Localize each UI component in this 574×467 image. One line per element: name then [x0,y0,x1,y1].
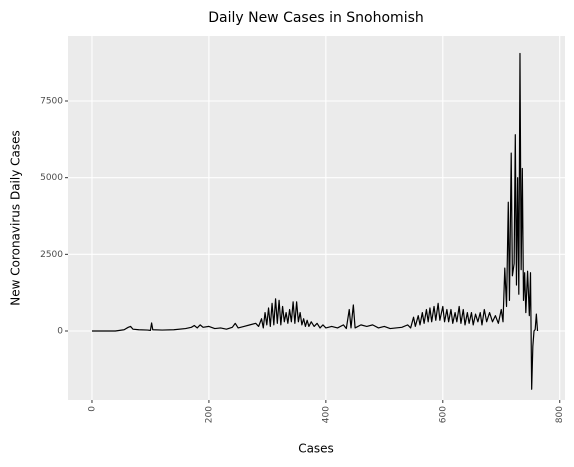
y-tick-label: 5000 [40,173,63,183]
x-tick-label: 0 [87,406,97,412]
data-line [91,52,539,390]
y-tick-label: 2500 [40,250,63,260]
x-tick-label: 800 [555,406,565,423]
chart-title: Daily New Cases in Snohomish [208,10,424,26]
y-tick-label: 7500 [40,97,63,107]
x-axis-label: Cases [298,442,334,456]
plot-panel [68,36,565,400]
x-tick-label: 400 [321,406,331,423]
y-tick-label: 0 [57,327,63,337]
x-tick-label: 600 [438,406,448,423]
x-tick-label: 200 [204,406,214,423]
y-axis-label: New Coronavirus Daily Cases [9,130,23,306]
